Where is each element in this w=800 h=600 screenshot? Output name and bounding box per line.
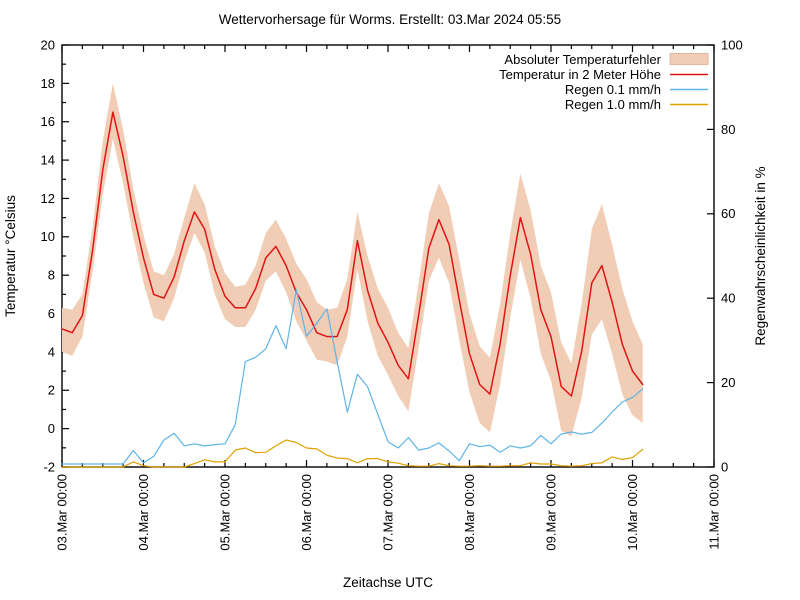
legend-label: Temperatur in 2 Meter Höhe — [499, 67, 661, 82]
y-left-tick-label: 18 — [41, 76, 55, 91]
x-tick-label: 08.Mar 00:00 — [462, 474, 477, 551]
x-tick-label: 10.Mar 00:00 — [625, 474, 640, 551]
y-left-tick-label: 16 — [41, 114, 55, 129]
y-left-tick-label: 20 — [41, 37, 55, 52]
y-left-tick-label: 6 — [48, 306, 55, 321]
temperature-line — [61, 111, 644, 397]
x-tick-label: 04.Mar 00:00 — [136, 474, 151, 551]
legend-label: Absoluter Temperaturfehler — [504, 52, 661, 67]
chart-title: Wettervorhersage für Worms. Erstellt: 03… — [219, 12, 561, 27]
x-tick-label: 07.Mar 00:00 — [380, 474, 395, 551]
x-tick-label: 05.Mar 00:00 — [217, 474, 232, 551]
x-tick-label: 06.Mar 00:00 — [299, 474, 314, 551]
legend-label: Regen 0.1 mm/h — [565, 82, 661, 97]
y-axis-label-left: Temperatur °Celsius — [3, 195, 18, 317]
y-left-tick-label: 2 — [48, 383, 55, 398]
y-left-tick-label: 4 — [48, 344, 55, 359]
rain-10-line — [61, 439, 644, 468]
y-axis-label-right: Regenwahrscheinlichkeit in % — [753, 166, 768, 345]
y-right-tick-label: 20 — [721, 375, 735, 390]
x-tick-label: 03.Mar 00:00 — [54, 474, 69, 551]
y-left-tick-label: 14 — [41, 153, 55, 168]
legend-band-swatch — [669, 53, 709, 65]
y-left-tick-label: -2 — [43, 459, 55, 474]
y-right-tick-label: 60 — [721, 206, 735, 221]
legend-label: Regen 1.0 mm/h — [565, 97, 661, 112]
x-axis-label: Zeitachse UTC — [343, 575, 433, 590]
y-left-tick-label: 0 — [48, 421, 55, 436]
y-left-tick-label: 12 — [41, 191, 55, 206]
y-left-tick-label: 10 — [41, 229, 55, 244]
y-right-tick-label: 100 — [721, 37, 743, 52]
y-right-tick-label: 80 — [721, 122, 735, 137]
x-tick-label: 09.Mar 00:00 — [543, 474, 558, 551]
temperature-error-band — [62, 83, 643, 437]
y-left-tick-label: 8 — [48, 268, 55, 283]
x-tick-label: 11.Mar 00:00 — [706, 474, 721, 550]
y-right-tick-label: 0 — [721, 459, 728, 474]
y-right-tick-label: 40 — [721, 291, 735, 306]
plot-area: 03.Mar 00:00 04.Mar 00:00 05.Mar 00:00 06.M… — [41, 37, 743, 550]
rain-01-line — [61, 289, 644, 465]
